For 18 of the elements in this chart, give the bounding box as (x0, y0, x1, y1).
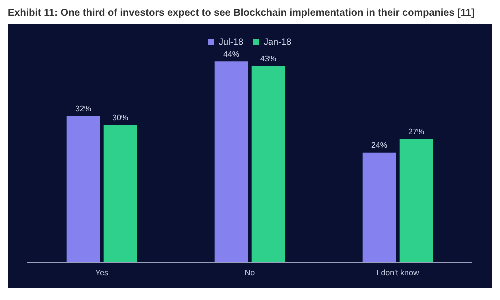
data-label: 30% (112, 114, 129, 123)
data-label: 27% (408, 127, 425, 136)
legend-label: Jan-18 (264, 36, 292, 47)
data-label: 43% (260, 54, 277, 64)
data-label: 44% (223, 50, 240, 59)
bar (362, 152, 396, 262)
bar (252, 66, 286, 262)
legend-label: Jul-18 (218, 36, 244, 47)
x-tick-label: No (244, 268, 256, 278)
data-label: 24% (371, 141, 388, 150)
bar (104, 125, 138, 262)
x-tick-label: I don't know (376, 268, 420, 278)
x-tick-label: Yes (95, 268, 109, 278)
bar (66, 116, 100, 262)
bar (214, 62, 248, 262)
data-label: 32% (75, 104, 92, 114)
bar (400, 139, 434, 262)
chart-title: Exhibit 11: One third of investors expect to see Blockchain implementation in their companies [11] (8, 8, 476, 21)
